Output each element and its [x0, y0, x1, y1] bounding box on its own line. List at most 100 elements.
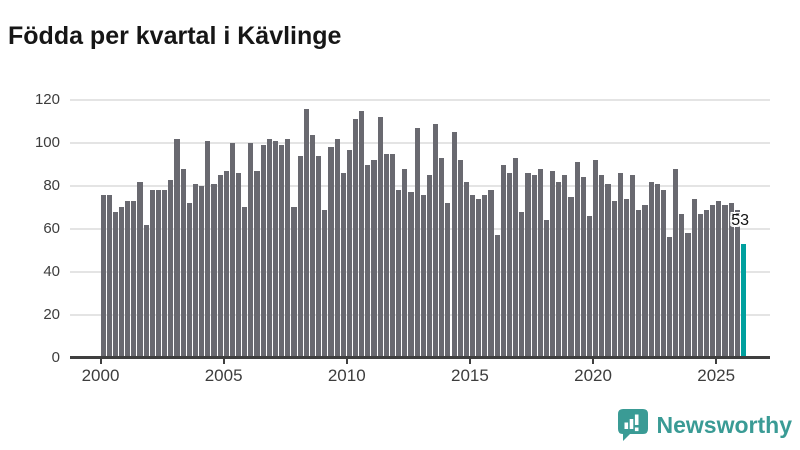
bar: [143, 224, 149, 358]
bar: [402, 168, 408, 358]
bar: [414, 128, 420, 358]
bar: [217, 175, 223, 358]
bar: [408, 192, 414, 358]
bar: [543, 220, 549, 358]
bar: [137, 181, 143, 358]
bar: [272, 140, 279, 358]
bar: [685, 233, 691, 358]
bar: [199, 185, 205, 358]
bar: [377, 117, 383, 358]
gridline-80: [70, 184, 770, 187]
bar: [149, 190, 155, 358]
bar: [494, 235, 500, 358]
bar: [186, 203, 192, 358]
bar-value-label: 53: [731, 212, 749, 229]
bar: [666, 237, 673, 358]
bar: [605, 183, 611, 358]
bar: [316, 155, 322, 358]
gridline-60: [70, 227, 770, 230]
gridline-100: [70, 142, 770, 145]
bar: [396, 190, 402, 358]
x-axis-line: [70, 356, 770, 359]
bar: [642, 205, 648, 358]
bar: [340, 173, 346, 358]
bar: [322, 209, 328, 358]
bar: [673, 168, 679, 358]
bar: [420, 194, 426, 358]
bar: [463, 181, 469, 358]
bar: [660, 190, 666, 358]
bar: [211, 183, 217, 358]
x-tick-mark: [715, 358, 718, 364]
bar: [248, 143, 254, 358]
bar: [100, 194, 106, 358]
bar: [500, 164, 506, 358]
bar: [168, 179, 174, 358]
bar: [482, 194, 488, 358]
bar: [531, 175, 537, 358]
x-tick-mark: [468, 358, 471, 364]
bar: [309, 134, 316, 358]
y-tick-label: 60: [43, 219, 60, 237]
bar: [469, 194, 476, 358]
bar: [334, 138, 340, 358]
bar: [383, 153, 389, 358]
bar: [506, 173, 513, 358]
bar: [574, 162, 580, 358]
bar: [112, 211, 118, 358]
x-tick-mark: [222, 358, 225, 364]
bar: [371, 160, 377, 358]
bar: [611, 200, 617, 358]
y-tick-label: 20: [43, 305, 60, 323]
bar: [476, 198, 482, 358]
bar: [389, 153, 396, 358]
x-tick-label: 2000: [81, 366, 120, 385]
bar: [710, 205, 716, 358]
bar: [242, 207, 248, 358]
gridline-40: [70, 270, 770, 273]
bar: [525, 173, 531, 358]
bar: [593, 160, 599, 358]
bar: [636, 209, 642, 358]
bar: [426, 175, 432, 358]
bar: [630, 175, 636, 358]
x-tick-label: 2010: [327, 366, 366, 385]
x-tick-mark: [592, 358, 595, 364]
bar: [291, 207, 297, 358]
page-title: Födda per kvartal i Kävlinge: [8, 21, 342, 50]
bar: [623, 198, 630, 358]
bar: [192, 183, 199, 358]
newsworthy-logo-icon: [617, 408, 649, 442]
bar: [359, 110, 365, 358]
bar: [279, 145, 285, 358]
x-tick-mark: [99, 358, 102, 364]
bar: [513, 158, 519, 358]
bar: [285, 138, 291, 358]
highlight-bar: [740, 243, 747, 358]
bar: [691, 198, 697, 358]
bar: [352, 119, 359, 358]
bar: [229, 143, 235, 358]
bar: [562, 175, 568, 358]
bar: [457, 160, 463, 358]
bar: [550, 170, 556, 358]
bar: [703, 209, 710, 358]
bar: [519, 211, 525, 358]
bar: [205, 140, 211, 358]
bar: [125, 200, 131, 358]
bar: [297, 155, 303, 358]
bar: [131, 200, 137, 358]
bar: [174, 138, 180, 358]
bar: [180, 168, 186, 358]
bar: [119, 207, 125, 358]
x-tick-label: 2015: [450, 366, 489, 385]
y-tick-label: 80: [43, 176, 60, 194]
bar: [586, 215, 593, 358]
x-tick-label: 2025: [697, 366, 736, 385]
bar: [648, 181, 654, 358]
bar: [537, 168, 543, 358]
bar: [223, 170, 229, 358]
bar: [568, 196, 574, 358]
bar: [365, 164, 371, 358]
